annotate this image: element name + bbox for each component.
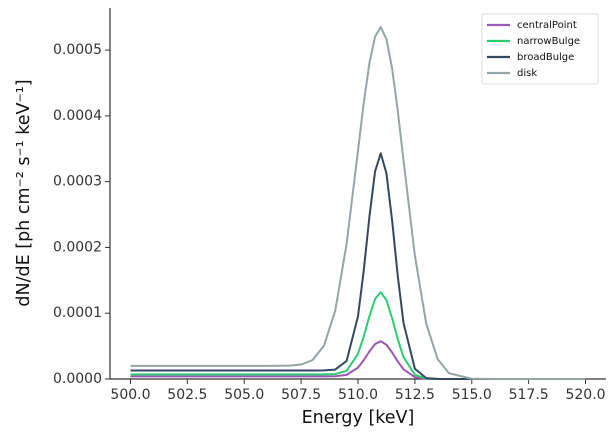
y-tick-label: 0.0001 [53, 305, 102, 321]
legend-label: narrowBulge [517, 36, 580, 47]
x-tick-label: 517.5 [509, 387, 549, 403]
y-axis-label: dN/dE [ph cm⁻² s⁻¹ keV⁻¹] [14, 79, 34, 306]
y-tick-label: 0.0003 [53, 174, 102, 190]
y-tick-label: 0.0002 [53, 239, 102, 255]
y-tick-label: 0.0004 [53, 108, 102, 124]
legend-label: broadBulge [517, 52, 574, 63]
x-tick-label: 505.0 [224, 387, 264, 403]
legend-label: centralPoint [517, 20, 577, 31]
x-tick-label: 500.0 [110, 387, 150, 403]
x-tick-label: 507.5 [281, 387, 321, 403]
x-tick-label: 520.0 [565, 387, 605, 403]
x-tick-label: 510.0 [338, 387, 378, 403]
legend-label: disk [517, 68, 537, 79]
x-tick-label: 502.5 [167, 387, 207, 403]
line-series [130, 26, 586, 380]
x-axis-label: Energy [keV] [302, 408, 415, 428]
line-series [130, 340, 586, 380]
x-tick-label: 515.0 [452, 387, 492, 403]
y-tick-label: 0.0005 [53, 42, 102, 58]
line-series [130, 152, 586, 380]
legend-box [481, 13, 599, 85]
y-tick-label: 0.0000 [53, 371, 102, 387]
x-tick-label: 512.5 [395, 387, 435, 403]
